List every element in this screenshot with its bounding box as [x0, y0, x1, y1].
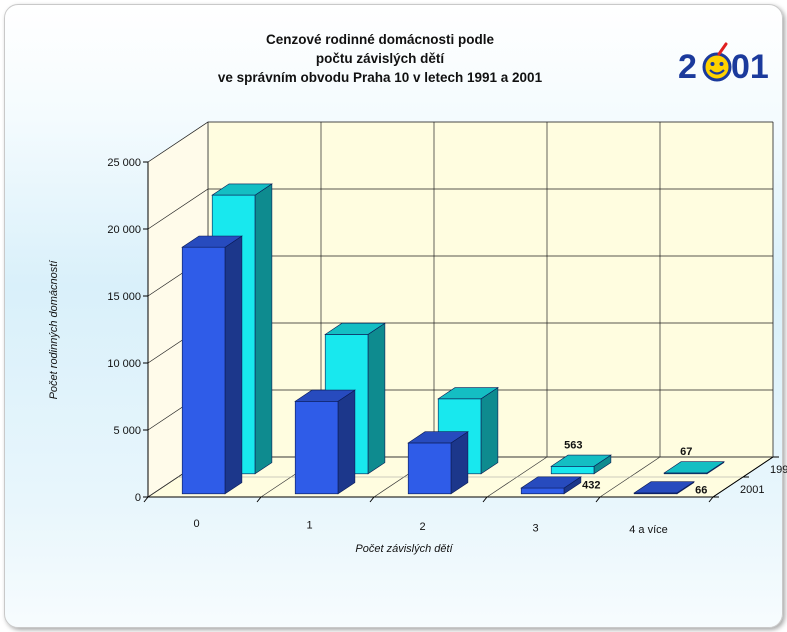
bar-1991-side: [368, 323, 385, 474]
category-axis-title: Počet závislých dětí: [355, 543, 453, 555]
value-axis-tick-label: 25 000: [107, 157, 141, 169]
data-label: 67: [680, 446, 692, 458]
bar-2001-front[interactable]: [521, 488, 564, 494]
bar-1991-side: [481, 388, 498, 474]
value-axis-tick-label: 5 000: [113, 425, 141, 437]
category-axis-tick: [370, 497, 374, 502]
category-axis-tick: [483, 497, 487, 502]
value-axis-tick-label: 15 000: [107, 291, 141, 303]
category-label: 3: [532, 523, 538, 535]
category-label: 2: [419, 521, 425, 533]
value-axis-tick-label: 20 000: [107, 224, 141, 236]
value-axis-tick-label: 0: [135, 492, 141, 504]
value-axis-title: Počet rodinných domácností: [48, 260, 60, 400]
category-label: 4 a více: [629, 524, 668, 536]
category-label: 0: [193, 518, 199, 530]
data-label: 563: [564, 439, 582, 451]
bar-2001-side: [225, 236, 242, 494]
category-axis-tick: [144, 497, 148, 502]
category-axis-tick: [709, 497, 713, 502]
category-label: 1: [306, 520, 312, 532]
series-label: 2001: [740, 484, 764, 496]
bar-2001-side: [338, 390, 355, 494]
series-label: 1991: [770, 464, 787, 476]
data-label: 432: [582, 479, 600, 491]
category-axis-tick: [257, 497, 261, 502]
bar-1991-front[interactable]: [551, 466, 594, 474]
category-axis-tick: [596, 497, 600, 502]
bar-2001-front[interactable]: [182, 247, 225, 494]
bar-2001-front[interactable]: [295, 401, 338, 494]
bar-2001-front[interactable]: [408, 443, 451, 494]
bar-1991-side: [255, 184, 272, 474]
data-label: 66: [695, 484, 707, 496]
value-axis-tick-label: 10 000: [107, 358, 141, 370]
